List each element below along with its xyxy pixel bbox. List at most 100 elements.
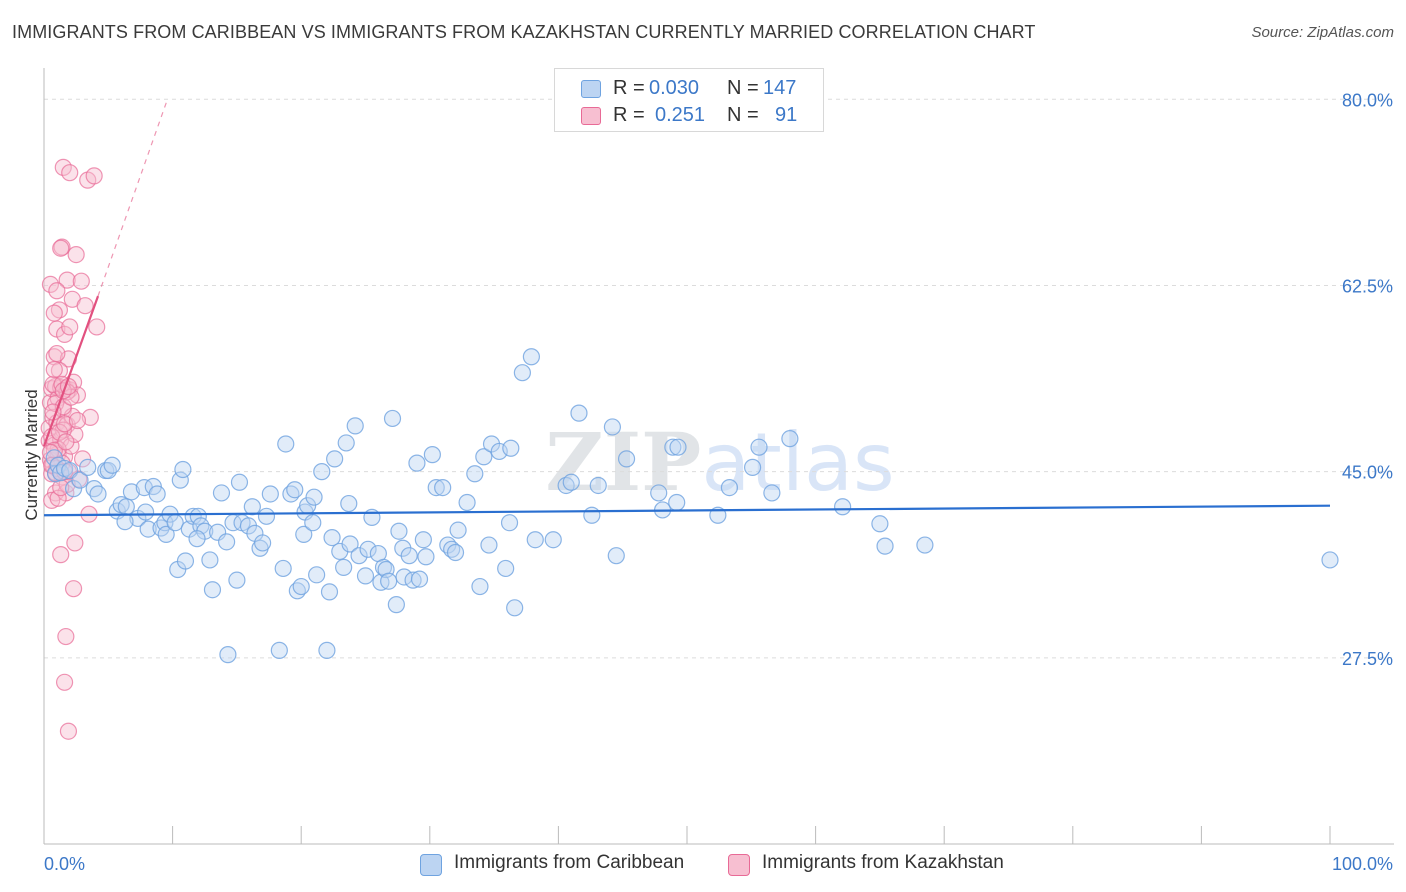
trendline-kazakhstan-extension <box>97 99 169 297</box>
data-point-caribbean <box>254 534 272 552</box>
data-point-caribbean <box>400 547 418 565</box>
data-point-caribbean <box>71 471 89 489</box>
n-value: 91 <box>775 104 798 126</box>
data-point-caribbean <box>583 506 601 524</box>
data-point-caribbean <box>916 536 934 554</box>
data-point-caribbean <box>417 548 435 566</box>
source-label: Source: ZipAtlas.com <box>1251 24 1394 41</box>
caribbean-legend-swatch <box>420 854 442 876</box>
data-point-kazakhstan <box>73 450 92 468</box>
data-point-caribbean <box>1321 551 1339 569</box>
data-point-caribbean <box>243 498 261 516</box>
data-point-kazakhstan <box>64 580 83 598</box>
watermark: ZIPatlas <box>545 415 894 509</box>
data-point-caribbean <box>513 364 531 382</box>
stats-box: R = 0.030 N = 147 R = 0.251 N = 91 <box>554 68 824 132</box>
data-point-caribbean <box>871 515 889 533</box>
data-point-caribbean <box>203 581 222 599</box>
data-point-kazakhstan <box>53 238 71 256</box>
data-point-caribbean <box>323 528 341 547</box>
trendline-kazakhstan <box>42 295 100 447</box>
r-label: R = <box>613 104 645 126</box>
data-point-caribbean <box>228 571 246 589</box>
legend-label-kazakhstan: Immigrants from Kazakhstan <box>762 852 1004 873</box>
data-point-kazakhstan <box>41 275 60 293</box>
y-axis-label: Currently Married <box>22 389 41 521</box>
data-point-kazakhstan <box>50 361 69 380</box>
data-point-caribbean <box>617 450 636 468</box>
data-point-caribbean <box>480 536 498 554</box>
kazakhstan-legend-swatch <box>728 854 750 876</box>
data-point-caribbean <box>139 520 157 538</box>
data-point-caribbean <box>497 559 515 578</box>
data-point-caribbean <box>466 465 484 483</box>
data-point-caribbean <box>103 456 121 474</box>
data-point-kazakhstan <box>61 164 79 182</box>
kazakhstan-swatch <box>581 107 601 125</box>
data-point-caribbean <box>668 493 686 512</box>
data-point-caribbean <box>506 599 524 617</box>
data-point-caribbean <box>320 583 339 601</box>
y-tick-label: 62.5% <box>1342 276 1393 296</box>
data-point-caribbean <box>157 525 175 544</box>
data-point-caribbean <box>471 577 489 596</box>
n-label: N = <box>727 104 759 126</box>
data-point-caribbean <box>64 480 83 498</box>
data-point-caribbean <box>261 485 279 503</box>
data-point-caribbean <box>390 522 408 540</box>
data-point-caribbean <box>423 446 441 464</box>
x-tick-label: 100.0% <box>1332 854 1393 874</box>
y-tick-label: 45.0% <box>1342 463 1393 483</box>
r-value: 0.030 <box>649 77 700 99</box>
data-point-caribbean <box>116 513 134 531</box>
data-point-caribbean <box>286 481 304 499</box>
data-point-caribbean <box>763 484 781 502</box>
data-point-caribbean <box>458 493 476 512</box>
stats-row-kazakhstan: R = 0.251 N = 91 <box>555 102 823 128</box>
data-point-kazakhstan <box>52 546 70 564</box>
data-point-caribbean <box>876 537 894 555</box>
data-point-caribbean <box>89 485 107 503</box>
data-point-caribbean <box>522 348 540 366</box>
data-point-caribbean <box>526 531 544 549</box>
data-point-kazakhstan <box>50 423 69 441</box>
data-point-caribbean <box>359 540 377 558</box>
data-point-caribbean <box>174 460 192 479</box>
data-point-caribbean <box>380 572 398 590</box>
data-point-caribbean <box>201 551 219 569</box>
data-point-caribbean <box>387 596 405 614</box>
data-point-caribbean <box>277 435 295 453</box>
data-point-caribbean <box>500 514 519 532</box>
data-point-kazakhstan <box>43 491 61 509</box>
data-point-caribbean <box>356 567 375 585</box>
data-point-caribbean <box>743 458 762 476</box>
y-tick-label: 80.0% <box>1342 90 1393 110</box>
data-point-caribbean <box>295 525 313 544</box>
stats-row-caribbean: R = 0.030 N = 147 <box>555 75 823 101</box>
data-point-caribbean <box>589 476 607 495</box>
data-point-caribbean <box>305 488 323 506</box>
data-point-caribbean <box>410 570 429 588</box>
data-point-kazakhstan <box>53 375 71 393</box>
r-label: R = <box>613 77 645 99</box>
data-point-kazakhstan <box>57 627 75 646</box>
data-point-caribbean <box>607 547 625 565</box>
data-point-kazakhstan <box>55 673 74 691</box>
data-point-caribbean <box>834 498 852 516</box>
data-point-caribbean <box>449 521 467 539</box>
data-point-caribbean <box>79 458 97 476</box>
data-point-kazakhstan <box>48 344 66 363</box>
r-value: 0.251 <box>655 104 706 126</box>
data-point-caribbean <box>544 531 562 549</box>
data-point-caribbean <box>270 641 288 659</box>
data-point-caribbean <box>603 418 622 436</box>
caribbean-swatch <box>581 80 601 98</box>
data-point-caribbean <box>781 430 799 448</box>
data-point-caribbean <box>408 454 426 472</box>
data-point-kazakhstan <box>49 489 67 507</box>
data-point-caribbean <box>475 448 493 466</box>
data-point-caribbean <box>274 559 292 578</box>
data-point-kazakhstan <box>58 271 76 289</box>
data-point-caribbean <box>434 478 452 497</box>
